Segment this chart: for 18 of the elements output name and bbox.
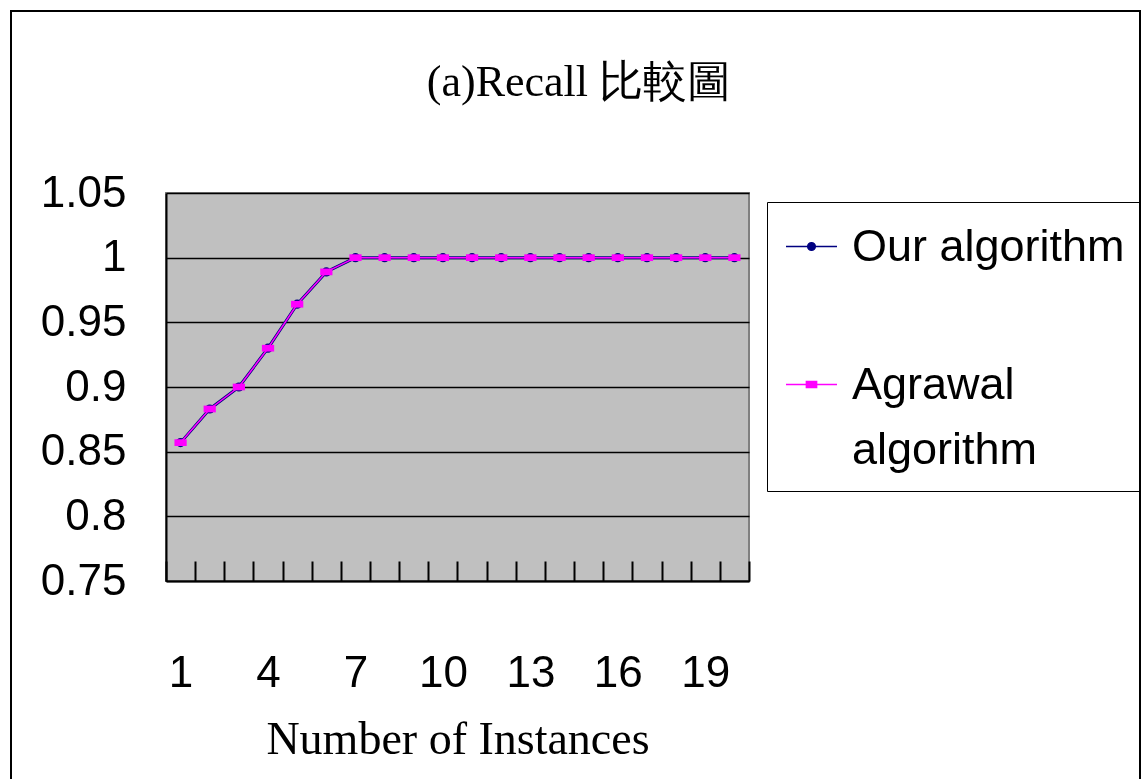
x-tick-label: 7: [343, 646, 369, 696]
x-tick-label: 13: [506, 646, 556, 696]
x-tick-label: 19: [681, 646, 731, 696]
y-tick-label: 0.85: [40, 425, 127, 475]
y-tick-label: 0.95: [40, 295, 127, 345]
x-axis-title: Number of Instances: [266, 712, 650, 764]
x-tick-label: 1: [168, 646, 194, 696]
chart-title: (a)Recall 比較圖: [426, 57, 732, 106]
y-tick-label: 0.9: [65, 360, 127, 410]
x-tick-label: 10: [418, 646, 468, 696]
legend-label: Agrawal algorithm: [852, 357, 1038, 474]
y-tick-label: 1.05: [40, 166, 127, 216]
y-tick-label: 1: [102, 231, 127, 281]
x-tick-label: 4: [256, 646, 281, 696]
x-tick-label: 16: [593, 646, 643, 696]
y-tick-label: 0.8: [65, 489, 127, 539]
legend-label: Our algorithm: [852, 219, 1125, 271]
y-tick-label: 0.75: [40, 554, 127, 604]
